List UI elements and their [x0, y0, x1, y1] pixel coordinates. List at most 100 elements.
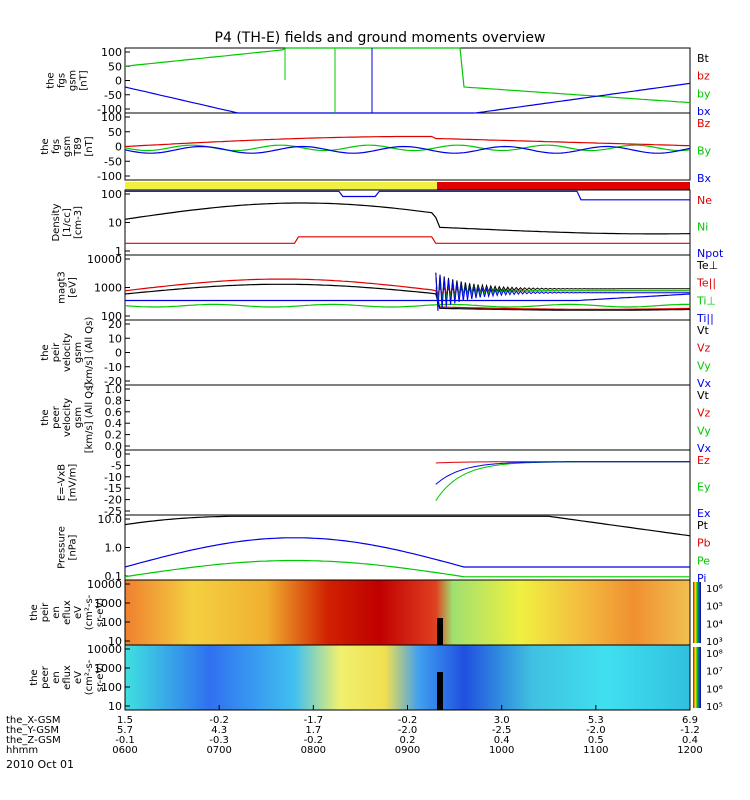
- trace-evxb-ey: [435, 461, 690, 501]
- trace-fgs-by: [124, 47, 691, 104]
- ytick-espec: 10000: [87, 643, 122, 656]
- ytick-fgl: 0: [115, 141, 122, 154]
- ytick-fgl: -100: [97, 170, 122, 183]
- ytick-fgs: 50: [108, 60, 122, 73]
- axis-row-value: 0.4: [494, 735, 510, 746]
- axis-row-value: 0.4: [682, 735, 698, 746]
- axis-row-value: 0700: [206, 745, 231, 756]
- ylabel-espec: the: [29, 669, 40, 685]
- trace-peir-vy: [435, 277, 691, 303]
- ytick-evxb: -15: [104, 482, 122, 495]
- ytick-peer: 0.0: [105, 440, 123, 453]
- axis-row-value: 0900: [395, 745, 420, 756]
- trace-fgl-bx: [124, 145, 691, 154]
- ytick-fgl: 50: [108, 126, 122, 139]
- ytick-press: 10.0: [98, 513, 123, 526]
- ylabel-peir: peir: [51, 342, 62, 362]
- axis-row-value: 5.7: [117, 725, 133, 736]
- colorbar-label-espec: 10⁶: [706, 684, 723, 695]
- trace-fgs-bx: [124, 82, 691, 114]
- trace-dens-ni: [124, 202, 691, 235]
- ion-colorbar: [693, 582, 701, 643]
- panel-frame-press: [124, 514, 691, 581]
- axis-row-value: -2.0: [398, 725, 418, 736]
- ylabel-evxb: E=-VxB: [57, 464, 68, 501]
- ylabel-peir: the: [40, 344, 51, 360]
- ytick-peir: 10: [108, 332, 122, 345]
- ytick-fgs: -50: [104, 89, 122, 102]
- ytick-ispec: 10: [108, 635, 122, 648]
- legend-peir: Vx: [697, 377, 712, 390]
- colorbar-label-ispec: 10⁴: [706, 619, 723, 630]
- axis-row-value: 3.0: [494, 715, 510, 726]
- ylabel-fgl: T89: [73, 137, 84, 157]
- legend-peir: Vt: [697, 324, 710, 337]
- axis-row-value: -1.7: [304, 715, 324, 726]
- ytick-fgs: 100: [101, 46, 122, 59]
- ylabel-press: Pressure: [57, 526, 68, 569]
- legend-temp: Ti||: [696, 312, 714, 325]
- panel-frame-peer: [124, 384, 691, 451]
- axis-row-value: 0.5: [588, 735, 604, 746]
- ylabel-peir: velocity: [62, 333, 73, 372]
- ytick-peir: -10: [104, 361, 122, 374]
- trace-peir-vt: [435, 272, 690, 305]
- ytick-press: 1.0: [105, 542, 123, 555]
- axis-row-label: the_Z-GSM: [6, 735, 61, 746]
- axis-row-value: 0800: [301, 745, 326, 756]
- ylabel-ispec: (cm²-s-: [84, 594, 95, 630]
- legend-evxb: Ey: [697, 481, 711, 494]
- ylabel-peer: peer: [51, 405, 62, 429]
- ylabel-peer: the: [40, 409, 51, 425]
- legend-fgs: by: [697, 87, 711, 100]
- ytick-peir: 0: [115, 347, 122, 360]
- ylabel-peer: velocity: [62, 398, 73, 437]
- legend-peer: Vx: [697, 442, 712, 455]
- legend-press: Pt: [697, 519, 709, 532]
- legend-fgl: Bz: [697, 117, 711, 130]
- axis-row-value: -0.2: [398, 715, 418, 726]
- trace-temp-teperp: [124, 278, 691, 310]
- axis-row-value: 1000: [489, 745, 514, 756]
- colorbar-label-espec: 10⁷: [706, 667, 723, 678]
- ytick-fgs: 0: [115, 75, 122, 88]
- ylabel-espec: en: [51, 671, 62, 684]
- legend-dens: Ni: [697, 221, 708, 234]
- axis-row-value: 1100: [583, 745, 608, 756]
- ylabel-temp: magt3: [57, 271, 68, 304]
- ytick-temp: 100: [101, 310, 122, 323]
- legend-fgs: Bt: [697, 52, 710, 65]
- axis-row-value: 1.7: [305, 725, 321, 736]
- ytick-peer: 0.4: [105, 417, 123, 430]
- ylabel-press: [nPa]: [68, 534, 79, 560]
- ytick-fgl: -50: [104, 155, 122, 168]
- legend-peer: Vt: [697, 389, 710, 402]
- ylabel-fgs: gsm: [68, 70, 79, 91]
- axis-row-value: 5.3: [588, 715, 604, 726]
- axis-row-label: the_X-GSM: [6, 715, 60, 726]
- axis-row-value: -0.2: [304, 735, 324, 746]
- ytick-dens: 10: [108, 217, 122, 230]
- legend-temp: Ti⊥: [696, 294, 716, 307]
- ylabel-fgs: fgs: [57, 73, 68, 88]
- trace-peir-vx: [435, 273, 690, 311]
- axis-row-value: 4.3: [211, 725, 227, 736]
- electron-spectrogram-gap: [437, 672, 443, 710]
- axis-row-value: 0.2: [400, 735, 416, 746]
- ylabel-fgs: [nT]: [79, 70, 90, 90]
- axis-row-value: -0.2: [209, 715, 229, 726]
- ylabel-espec: sr-eV): [95, 663, 106, 692]
- ytick-dens: 100: [101, 188, 122, 201]
- ytick-ispec: 10000: [87, 578, 122, 591]
- colorbar-label-ispec: 10³: [706, 637, 723, 648]
- axis-row-value: 1.5: [117, 715, 133, 726]
- axis-row-label: the_Y-GSM: [6, 725, 59, 736]
- ytick-temp: 1000: [94, 282, 122, 295]
- legend-fgl: Bx: [697, 172, 712, 185]
- ylabel-dens: Density: [51, 203, 62, 241]
- ytick-ispec: 1000: [94, 597, 122, 610]
- colorbar-label-ispec: 10⁵: [706, 602, 723, 613]
- trace-temp-tipar: [124, 303, 690, 308]
- legend-temp: Te⊥: [696, 259, 718, 272]
- ytick-evxb: -5: [111, 459, 122, 472]
